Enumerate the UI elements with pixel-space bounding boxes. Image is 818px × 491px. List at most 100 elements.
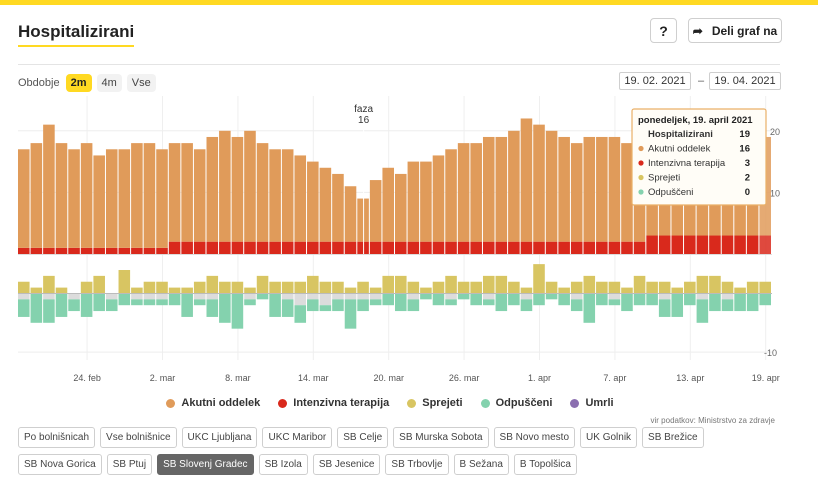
bar-acute: [105, 149, 118, 248]
bar-acute: [30, 143, 43, 248]
hospital-button[interactable]: B Sežana: [453, 454, 509, 475]
period-4m-button[interactable]: 4m: [96, 74, 122, 92]
bar-acute: [307, 161, 319, 242]
bar-discharged: [143, 299, 156, 306]
tooltip-dot: [638, 174, 644, 181]
hospital-button[interactable]: B Topolšica: [513, 454, 577, 475]
chart-legend: Akutni oddelek Intenzivna terapija Sprej…: [0, 397, 780, 409]
legend-item-icu[interactable]: Intenzivna terapija: [278, 397, 389, 409]
period-selector: Obdobje 2m 4m Vse: [18, 74, 161, 92]
bar-icu: [369, 241, 382, 254]
bar-acute: [80, 143, 93, 248]
bar-acute: [558, 136, 570, 242]
x-tick-label: 7. apr: [603, 373, 626, 383]
bar-discharged: [43, 299, 55, 323]
bar-discharged: [646, 293, 658, 306]
hospital-button[interactable]: SB Ptuj: [106, 454, 153, 475]
help-button[interactable]: ?: [650, 18, 677, 43]
bar-icu: [344, 241, 357, 254]
bar-discharged: [332, 299, 344, 312]
bar-icu: [294, 241, 307, 254]
bar-acute: [395, 173, 407, 242]
hospital-button[interactable]: SB Jesenice: [312, 454, 381, 475]
share-button[interactable]: ➦ Deli graf na: [688, 18, 782, 43]
bar-admitted: [118, 270, 131, 294]
bar-discharged: [721, 299, 734, 312]
hospital-button-selected[interactable]: SB Slovenj Gradec: [157, 454, 254, 475]
bar-admitted: [382, 275, 394, 294]
bar-discharged: [558, 293, 570, 306]
bar-admitted: [294, 281, 307, 294]
bar-admitted: [344, 287, 357, 294]
period-2m-button[interactable]: 2m: [65, 74, 92, 92]
legend-item-admitted[interactable]: Sprejeti: [407, 397, 463, 409]
bar-acute: [621, 143, 633, 242]
hospital-button[interactable]: SB Murska Sobota: [393, 427, 489, 448]
bar-icu: [256, 241, 269, 254]
hospital-button[interactable]: SB Brežice: [642, 427, 704, 448]
bar-icu: [244, 241, 256, 254]
bar-admitted: [558, 287, 570, 294]
bar-icu: [746, 235, 759, 254]
bar-admitted: [357, 281, 369, 294]
y-tick-label: 20: [770, 127, 780, 137]
hospital-button[interactable]: Vse bolnišnice: [100, 427, 177, 448]
hospital-button[interactable]: SB Trbovlje: [385, 454, 449, 475]
hospital-button[interactable]: UKC Ljubljana: [181, 427, 258, 448]
hospital-button[interactable]: Po bolnišnicah: [18, 427, 96, 448]
bar-discharged: [759, 293, 771, 306]
bar-discharged: [269, 293, 281, 317]
bar-admitted: [369, 287, 382, 294]
bar-icu: [269, 241, 281, 254]
tooltip-row-label: Odpuščeni: [648, 187, 693, 198]
bar-admitted: [256, 275, 269, 294]
hospital-button[interactable]: SB Nova Gorica: [18, 454, 102, 475]
bar-icu: [231, 241, 244, 254]
bar-deceased: [344, 293, 357, 300]
bar-acute: [520, 118, 533, 242]
bar-deceased: [244, 293, 256, 300]
bar-acute: [206, 136, 219, 242]
bar-acute: [596, 136, 608, 242]
bar-discharged: [570, 299, 583, 312]
bar-discharged: [281, 299, 294, 317]
bar-deceased: [445, 293, 457, 300]
hospital-button[interactable]: SB Celje: [337, 427, 389, 448]
bar-discharged: [684, 293, 696, 306]
date-from-input[interactable]: 19. 02. 2021: [619, 72, 691, 90]
tooltip-dot: [638, 160, 644, 166]
bar-discharged: [294, 305, 307, 323]
date-to-input[interactable]: 19. 04. 2021: [709, 72, 781, 90]
bar-deceased: [281, 293, 294, 300]
bar-admitted: [658, 281, 671, 294]
hospital-button[interactable]: UKC Maribor: [262, 427, 333, 448]
bar-deceased: [206, 293, 219, 300]
bar-icu: [30, 247, 43, 254]
bar-acute: [357, 198, 369, 242]
bar-admitted: [721, 281, 734, 294]
legend-item-deceased[interactable]: Umrli: [570, 397, 614, 409]
y-tick-label: 10: [770, 188, 780, 198]
bar-discharged: [168, 293, 181, 306]
bar-icu: [43, 247, 55, 254]
legend-item-discharged[interactable]: Odpuščeni: [480, 397, 552, 409]
bar-discharged: [219, 293, 231, 323]
period-all-button[interactable]: Vse: [126, 74, 156, 92]
bar-icu: [281, 241, 294, 254]
bar-acute: [219, 130, 231, 242]
bar-icu: [684, 235, 696, 254]
bar-acute: [533, 124, 545, 242]
bar-icu: [709, 235, 721, 254]
hospital-button[interactable]: UK Golnik: [580, 427, 638, 448]
legend-item-acute[interactable]: Akutni oddelek: [166, 397, 260, 409]
hospital-button[interactable]: SB Izola: [258, 454, 308, 475]
hospital-button[interactable]: SB Novo mesto: [493, 427, 576, 448]
bar-admitted: [181, 287, 193, 294]
annotation-value: 16: [358, 115, 370, 126]
bar-acute: [43, 124, 55, 248]
bar-acute: [495, 136, 508, 242]
bar-icu: [307, 241, 319, 254]
bar-acute: [608, 136, 621, 242]
bar-acute: [332, 173, 344, 242]
